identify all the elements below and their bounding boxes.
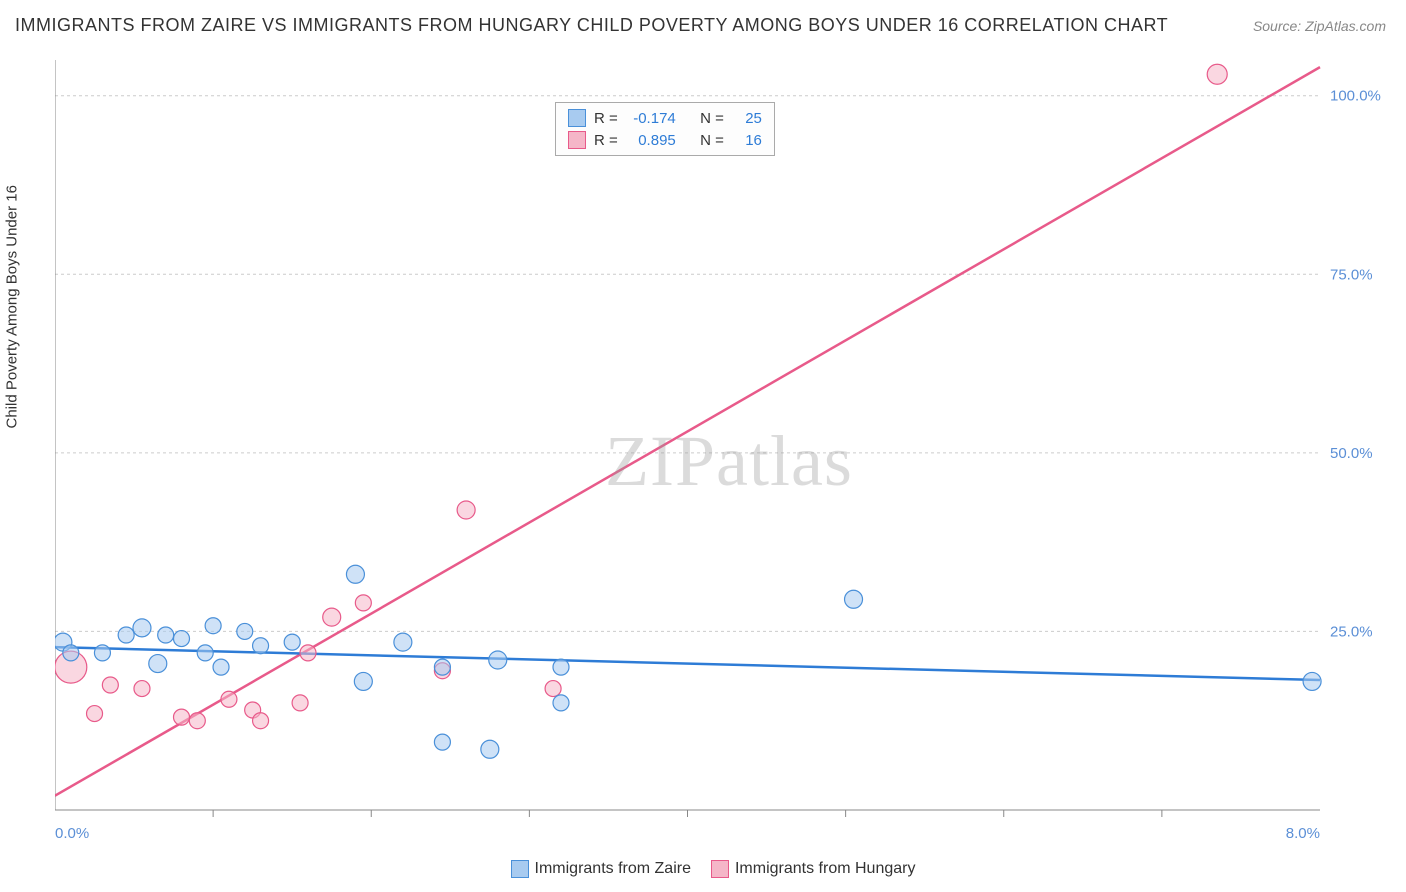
data-point-series1 [845, 590, 863, 608]
legend-swatch [511, 860, 529, 878]
stats-row: R = -0.174 N = 25 [568, 107, 762, 129]
data-point-series1 [284, 634, 300, 650]
data-point-series2 [545, 681, 561, 697]
y-tick-label: 50.0% [1330, 445, 1373, 462]
data-point-series2 [300, 645, 316, 661]
chart-area: 25.0%50.0%75.0%100.0%0.0%8.0% ZIPatlas R… [55, 50, 1385, 840]
data-point-series2 [1207, 64, 1227, 84]
data-point-series1 [197, 645, 213, 661]
data-point-series1 [118, 627, 134, 643]
legend-swatch [711, 860, 729, 878]
legend-label: Immigrants from Zaire [535, 860, 691, 877]
data-point-series1 [158, 627, 174, 643]
scatter-plot: 25.0% 50.0% 75.0% 100.0% 0.0% 8.0% [55, 50, 1385, 840]
data-point-series1 [489, 651, 507, 669]
y-tick-label: 75.0% [1330, 266, 1373, 283]
data-point-series2 [134, 681, 150, 697]
data-point-series1 [553, 659, 569, 675]
legend-swatch [568, 109, 586, 127]
data-point-series1 [434, 659, 450, 675]
data-point-series2 [102, 677, 118, 693]
data-point-series1 [1303, 672, 1321, 690]
data-point-series2 [221, 691, 237, 707]
data-point-series1 [434, 734, 450, 750]
data-point-series2 [323, 608, 341, 626]
data-point-series2 [174, 709, 190, 725]
data-point-series1 [553, 695, 569, 711]
data-point-series1 [63, 645, 79, 661]
legend-label: Immigrants from Hungary [735, 860, 916, 877]
data-point-series1 [94, 645, 110, 661]
stats-row: R = 0.895 N = 16 [568, 129, 762, 151]
bottom-legend: Immigrants from Zaire Immigrants from Hun… [0, 860, 1406, 878]
x-tick-label: 8.0% [1286, 825, 1320, 840]
trend-line-series2 [55, 67, 1320, 796]
data-point-series1 [213, 659, 229, 675]
data-point-series2 [355, 595, 371, 611]
stat-r-value: -0.174 [626, 110, 676, 127]
y-tick-label: 100.0% [1330, 88, 1381, 105]
data-point-series1 [354, 672, 372, 690]
data-point-series1 [394, 633, 412, 651]
data-point-series1 [253, 638, 269, 654]
data-point-series2 [189, 713, 205, 729]
y-tick-label: 25.0% [1330, 623, 1373, 640]
stat-n-value: 16 [732, 132, 762, 149]
data-point-series1 [237, 623, 253, 639]
stat-r-label: R = [594, 132, 618, 149]
data-point-series1 [205, 618, 221, 634]
y-axis-label: Child Poverty Among Boys Under 16 [4, 185, 21, 428]
stats-box: R = -0.174 N = 25 R = 0.895 N = 16 [555, 102, 775, 156]
trend-line-series1 [55, 647, 1320, 680]
stat-n-label: N = [700, 110, 724, 127]
data-point-series1 [133, 619, 151, 637]
stat-r-label: R = [594, 110, 618, 127]
stat-n-label: N = [700, 132, 724, 149]
stat-n-value: 25 [732, 110, 762, 127]
data-point-series1 [346, 565, 364, 583]
data-point-series1 [149, 655, 167, 673]
x-tick-label: 0.0% [55, 825, 89, 840]
data-point-series2 [292, 695, 308, 711]
data-point-series2 [457, 501, 475, 519]
stat-r-value: 0.895 [626, 132, 676, 149]
source-attribution: Source: ZipAtlas.com [1253, 18, 1386, 34]
data-point-series2 [253, 713, 269, 729]
data-point-series2 [87, 706, 103, 722]
chart-title: IMMIGRANTS FROM ZAIRE VS IMMIGRANTS FROM… [15, 15, 1168, 36]
legend-swatch [568, 131, 586, 149]
data-point-series1 [481, 740, 499, 758]
data-point-series1 [174, 631, 190, 647]
